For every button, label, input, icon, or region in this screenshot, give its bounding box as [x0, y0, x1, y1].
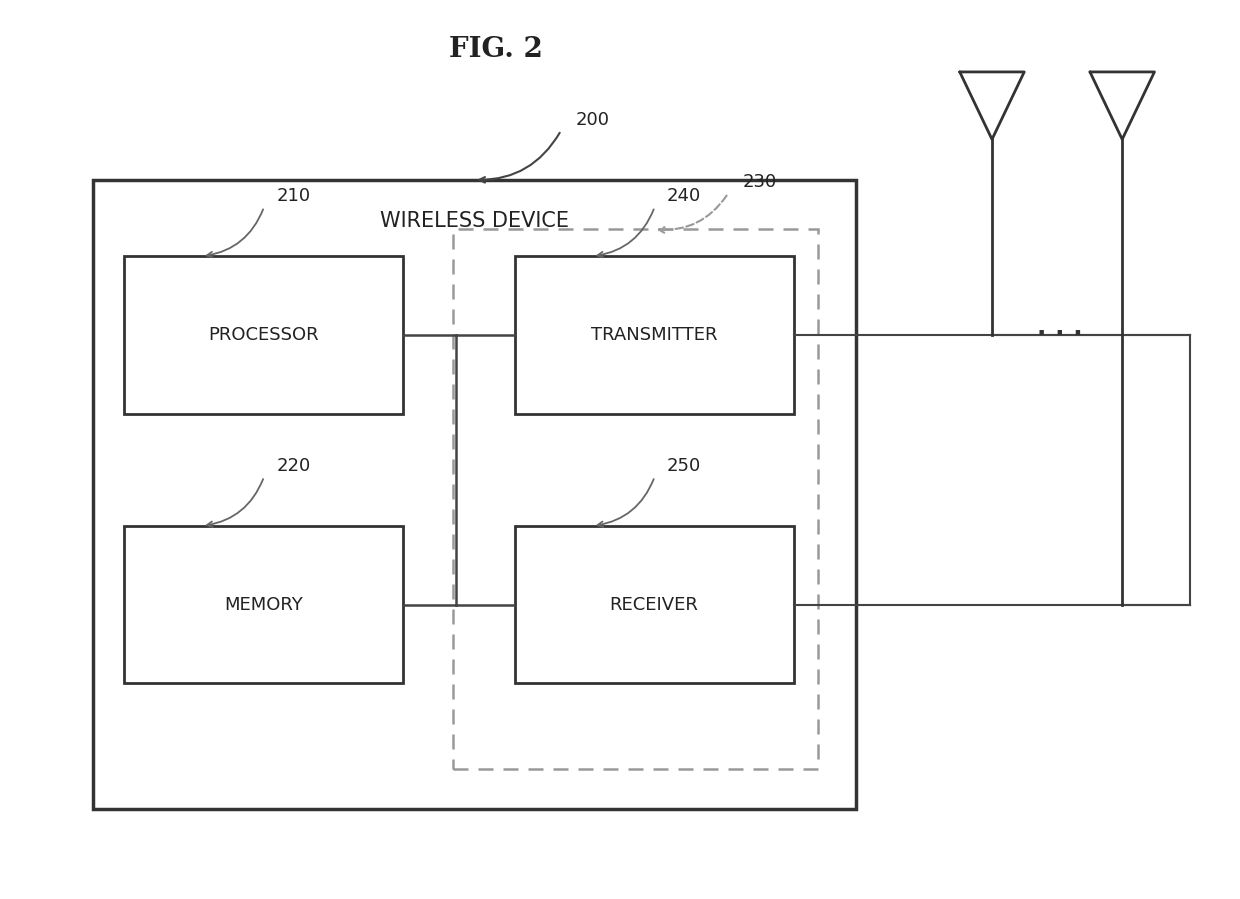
Bar — [93, 180, 856, 809]
Bar — [124, 256, 403, 414]
Text: WIRELESS DEVICE: WIRELESS DEVICE — [379, 211, 569, 231]
Text: 220: 220 — [277, 457, 311, 475]
Text: . . .: . . . — [1038, 316, 1083, 340]
Text: 250: 250 — [667, 457, 702, 475]
Bar — [124, 526, 403, 683]
Bar — [515, 526, 794, 683]
Bar — [453, 229, 818, 769]
Text: 230: 230 — [743, 174, 777, 191]
Text: TRANSMITTER: TRANSMITTER — [590, 325, 718, 344]
Text: 200: 200 — [575, 111, 610, 129]
Text: MEMORY: MEMORY — [224, 595, 303, 614]
Text: 210: 210 — [277, 187, 311, 205]
Text: PROCESSOR: PROCESSOR — [208, 325, 319, 344]
Text: FIG. 2: FIG. 2 — [449, 36, 543, 63]
Text: 240: 240 — [667, 187, 702, 205]
Bar — [515, 256, 794, 414]
Text: RECEIVER: RECEIVER — [610, 595, 698, 614]
